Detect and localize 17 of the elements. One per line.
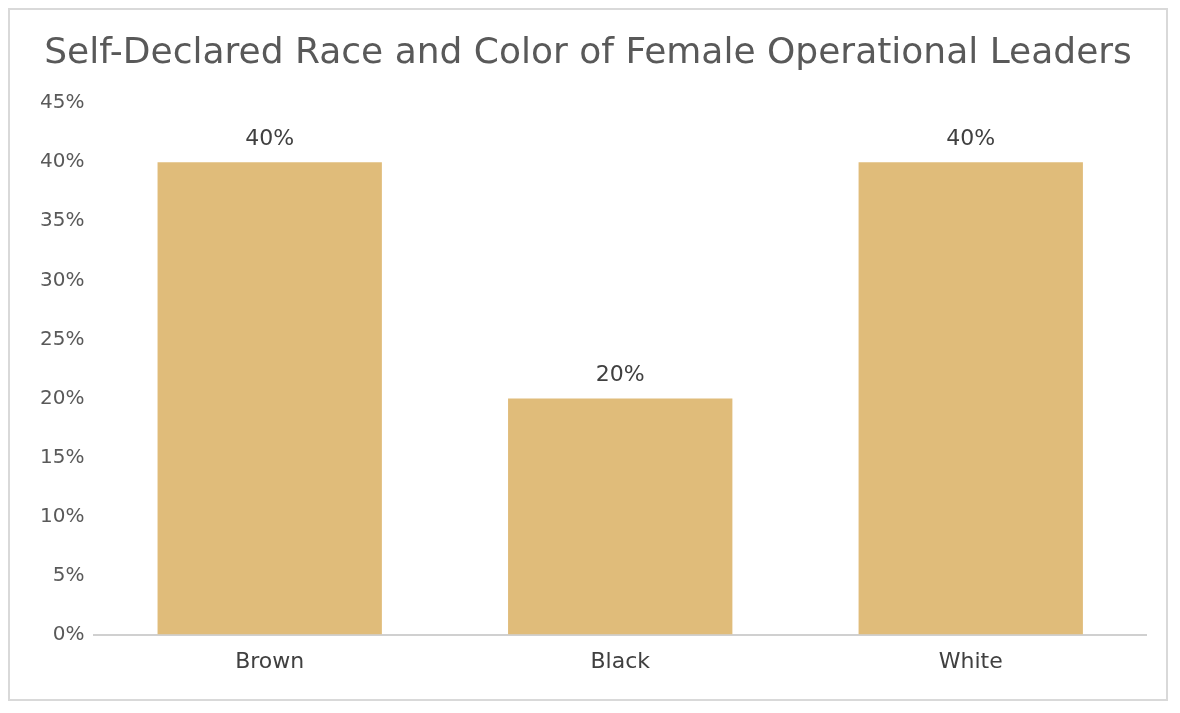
y-tick-label: 0% bbox=[52, 620, 85, 645]
y-tick-label: 15% bbox=[40, 443, 85, 468]
x-tick-label: Brown bbox=[235, 647, 305, 673]
data-label: 40% bbox=[245, 124, 295, 150]
y-tick-label: 40% bbox=[40, 148, 85, 173]
y-tick-label: 25% bbox=[40, 325, 85, 350]
y-tick-label: 5% bbox=[52, 561, 85, 586]
y-tick-label: 20% bbox=[40, 384, 85, 409]
y-tick-label: 45% bbox=[40, 89, 85, 114]
chart-title: Self-Declared Race and Color of Female Operational Leaders bbox=[44, 29, 1132, 71]
y-tick-label: 10% bbox=[40, 502, 85, 527]
x-tick-label: White bbox=[938, 647, 1003, 673]
x-tick-label: Black bbox=[590, 647, 651, 673]
y-tick-label: 30% bbox=[40, 266, 85, 291]
y-tick-label: 35% bbox=[40, 207, 85, 232]
data-label: 40% bbox=[946, 124, 996, 150]
data-label: 20% bbox=[595, 361, 645, 387]
